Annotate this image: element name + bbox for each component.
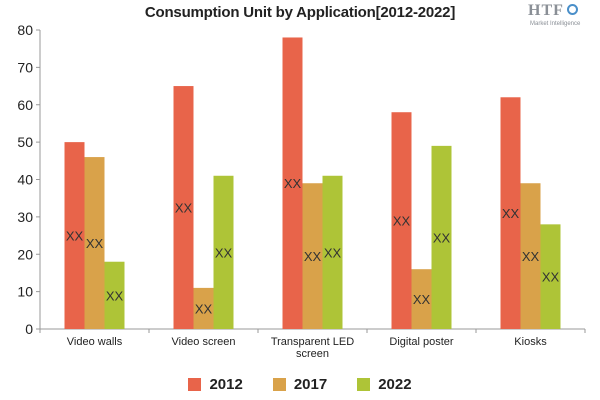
globe-icon xyxy=(567,4,578,15)
y-tick-label: 30 xyxy=(17,209,33,225)
bar xyxy=(500,97,521,330)
bar xyxy=(84,157,105,329)
x-tick-label: screen xyxy=(296,348,329,360)
data-label: XX xyxy=(413,292,431,307)
legend-swatch xyxy=(188,378,202,391)
data-label: XX xyxy=(284,176,302,191)
x-tick-label: Kiosks xyxy=(514,336,547,348)
legend-swatch xyxy=(357,378,371,391)
y-tick-label: 60 xyxy=(17,97,33,113)
bar xyxy=(193,287,214,329)
data-label: XX xyxy=(175,201,193,216)
bar xyxy=(431,145,452,329)
legend-label: 2017 xyxy=(293,376,328,393)
data-label: XX xyxy=(304,249,322,264)
y-tick-label: 80 xyxy=(17,22,33,38)
bar xyxy=(391,112,412,329)
bar xyxy=(213,175,234,329)
x-tick-label: Transparent LED xyxy=(271,336,354,348)
bar xyxy=(322,175,343,329)
bar xyxy=(302,183,323,329)
data-label: XX xyxy=(502,206,520,221)
y-tick-label: 70 xyxy=(17,59,33,75)
data-label: XX xyxy=(106,288,124,303)
data-label: XX xyxy=(324,245,342,260)
x-tick-label: Video walls xyxy=(67,336,123,348)
legend: 2012 2017 2022 xyxy=(0,376,600,393)
y-tick-label: 50 xyxy=(17,134,33,150)
legend-label: 2012 xyxy=(209,376,243,393)
data-label: XX xyxy=(542,270,560,285)
data-label: XX xyxy=(86,236,104,251)
bar xyxy=(104,261,125,329)
data-label: XX xyxy=(393,214,411,229)
logo-text: HTF xyxy=(528,2,564,19)
y-tick-label: 40 xyxy=(17,172,33,188)
data-label: XX xyxy=(195,301,213,316)
legend-item: 2017 xyxy=(272,376,328,393)
bar xyxy=(173,86,194,329)
data-label: XX xyxy=(66,229,84,244)
y-tick-label: 0 xyxy=(25,321,33,337)
bar xyxy=(540,224,561,329)
bar xyxy=(520,183,541,329)
legend-label: 2022 xyxy=(378,376,412,393)
data-label: XX xyxy=(215,245,233,260)
bar xyxy=(411,269,432,329)
y-tick-label: 10 xyxy=(17,284,33,300)
legend-swatch xyxy=(272,378,286,391)
y-tick-label: 20 xyxy=(17,246,33,262)
chart-title: Consumption Unit by Application[2012-202… xyxy=(144,4,456,21)
x-tick-label: Digital poster xyxy=(389,336,454,348)
x-tick-label: Video screen xyxy=(171,336,235,348)
legend-item: 2022 xyxy=(357,376,412,393)
bar xyxy=(282,37,303,329)
bar xyxy=(64,142,85,329)
data-label: XX xyxy=(433,230,451,245)
legend-item: 2012 xyxy=(188,376,243,393)
logo-subtext: Market Intelligence xyxy=(530,21,581,27)
htf-logo: HTF Market Intelligence xyxy=(524,2,590,32)
data-label: XX xyxy=(522,249,540,264)
